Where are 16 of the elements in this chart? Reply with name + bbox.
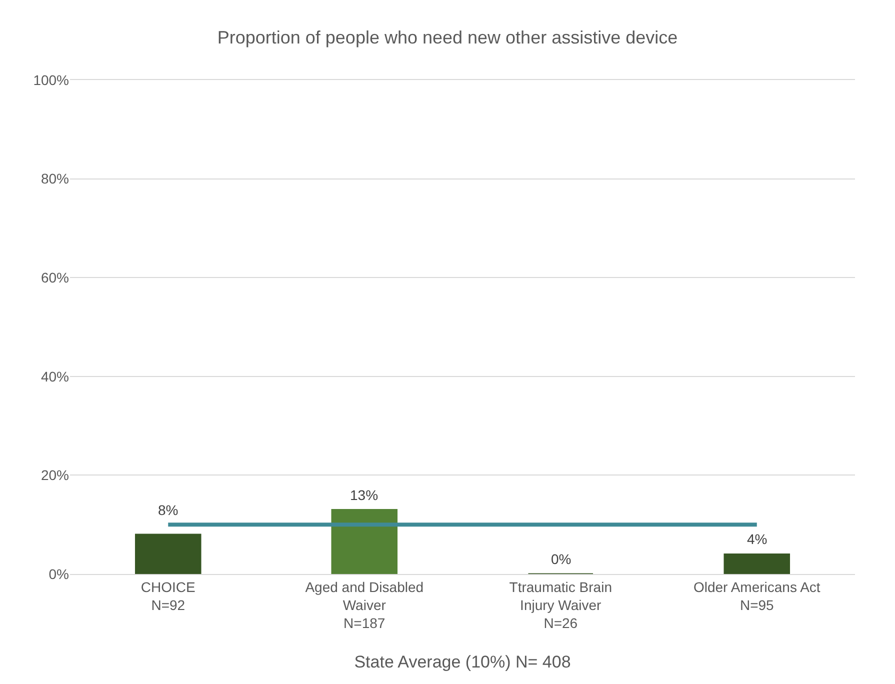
y-tick-label: 60% <box>40 270 69 286</box>
x-tick-label: Ttraumatic Brain Injury Waiver N=26 <box>509 578 612 632</box>
x-tick-label: Aged and Disabled Waiver N=187 <box>305 578 424 632</box>
y-tick-label: 80% <box>40 170 69 187</box>
y-tick-label: 40% <box>40 368 69 384</box>
x-tick-label: CHOICE N=92 <box>140 578 196 613</box>
x-tick-label: Older Americans Act N=95 <box>693 578 820 613</box>
data-label: 0% <box>551 551 572 567</box>
x-axis-title: State Average (10%) N= 408 <box>354 652 571 672</box>
y-tick-label: 20% <box>40 467 69 484</box>
chart-title: Proportion of people who need new other assistive device <box>217 27 678 48</box>
y-tick-label: 100% <box>33 72 69 88</box>
data-label: 4% <box>747 531 768 547</box>
data-label: 13% <box>350 487 378 503</box>
data-label: 8% <box>158 502 178 518</box>
y-tick-label: 0% <box>48 566 69 582</box>
